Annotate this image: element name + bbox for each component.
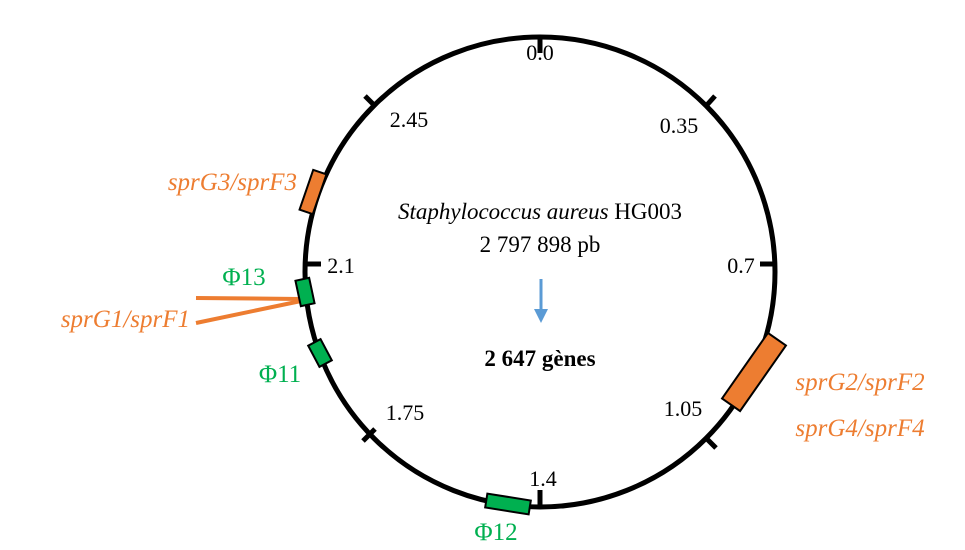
tick-label-1.75: 1.75 — [386, 400, 425, 425]
tick-mark-1.05 — [703, 435, 718, 450]
tick-mark-1.75 — [361, 427, 377, 443]
tick-mark-0.35 — [704, 94, 717, 108]
locus-box-sprG2-sprF2 — [720, 331, 788, 413]
locus-box-sprG3-sprF3 — [298, 168, 328, 216]
gene-count: 2 647 gènes — [484, 346, 595, 371]
label-sprG4-sprF4: sprG4/sprF4 — [795, 415, 924, 442]
strain-name: HG003 — [614, 199, 682, 224]
label-sprG3-sprF3: sprG3/sprF3 — [168, 169, 297, 196]
label-sprG2-sprF2: sprG2/sprF2 — [795, 369, 924, 396]
tick-marks — [305, 37, 777, 507]
prophage-box-phi12 — [484, 492, 532, 516]
prophage-box-phi13 — [294, 276, 316, 308]
tick-label-0: 0.0 — [526, 40, 554, 65]
tick-label-2.45: 2.45 — [390, 107, 429, 132]
organism-title: Staphylococcus aureus HG003 — [398, 199, 682, 224]
genome-size: 2 797 898 pb — [480, 232, 601, 257]
tick-label-0.35: 0.35 — [660, 113, 699, 138]
down-arrow-icon — [534, 279, 548, 323]
label-sprG1-sprF1: sprG1/sprF1 — [61, 306, 190, 333]
tick-labels: 0.0 0.35 0.7 1.05 1.4 1.75 2.1 2.45 — [327, 40, 755, 491]
organism-name: Staphylococcus aureus — [398, 199, 609, 224]
label-phi13: Φ13 — [222, 264, 265, 291]
tick-label-0.7: 0.7 — [727, 253, 755, 278]
tick-label-1.4: 1.4 — [529, 466, 557, 491]
label-phi12: Φ12 — [474, 519, 517, 546]
tick-label-1.05: 1.05 — [664, 396, 703, 421]
sprG1-pointer-lines — [195, 296, 302, 325]
label-phi11: Φ11 — [259, 361, 301, 388]
tick-label-2.1: 2.1 — [327, 253, 355, 278]
prophage-box-phi11 — [306, 337, 334, 369]
tick-mark-2.45 — [363, 94, 378, 109]
